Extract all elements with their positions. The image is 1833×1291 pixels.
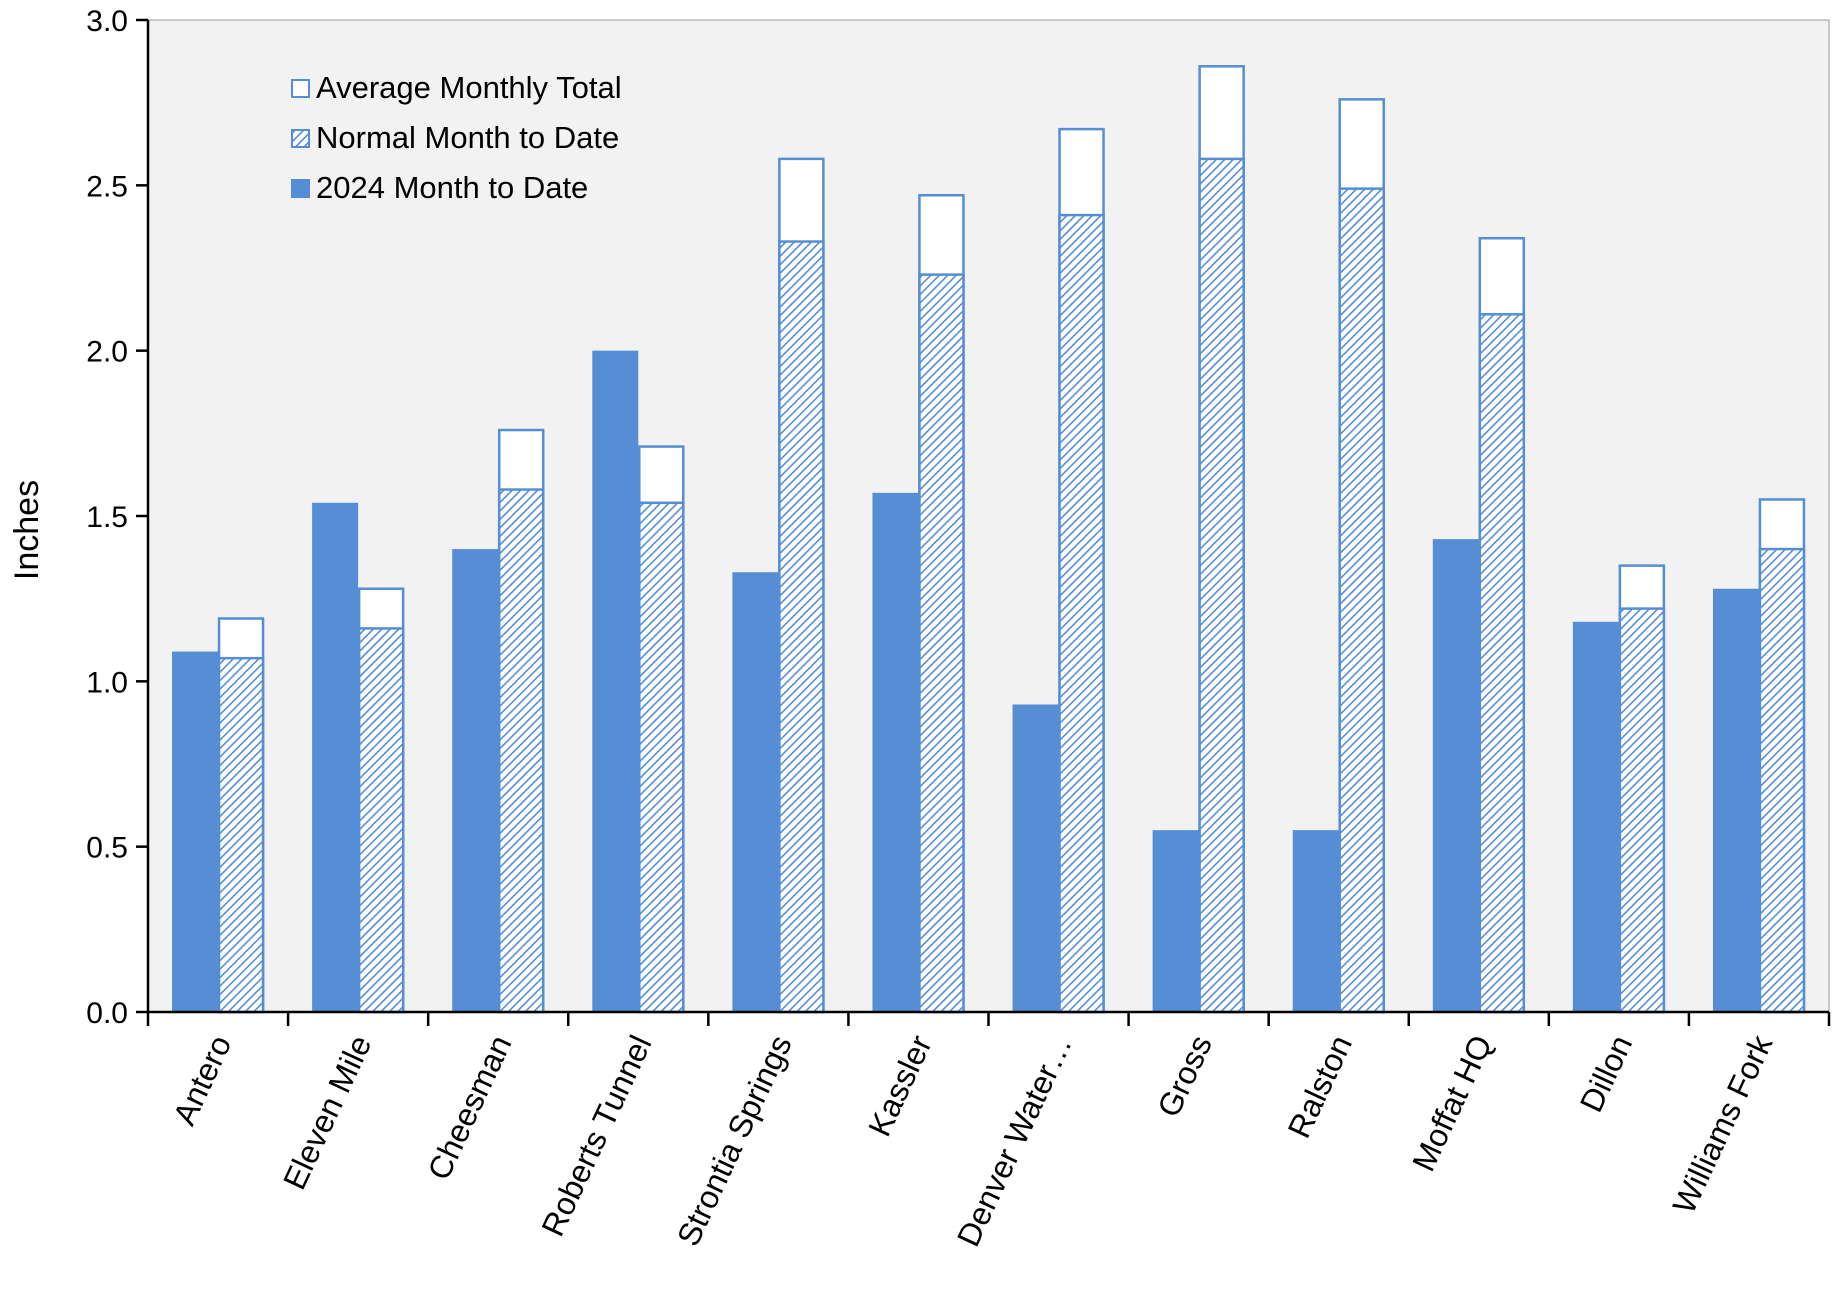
bar-2024-mtd-11 [1712,588,1759,1012]
bar-2024-mtd-1 [312,502,359,1012]
x-tick-label-0: Antero [166,1030,238,1131]
bar-normal-mtd-0 [217,656,265,1014]
plot-area [147,19,1830,1013]
bar-2024-mtd-5 [872,492,919,1012]
x-tick-label-4: Strontia Springs [670,1030,799,1252]
y-tick-label-5: 2.5 [86,170,128,203]
bar-2024-mtd-3 [592,350,639,1013]
legend: Average Monthly Total Normal Month to Dat… [291,70,622,205]
y-axis-label: Inches [8,480,46,580]
x-tick-label-5: Kassler [861,1029,939,1141]
bar-2024-mtd-8 [1292,830,1339,1012]
bar-normal-mtd-11 [1758,547,1806,1014]
x-tick-label-11: Williams Fork [1666,1029,1780,1219]
bar-normal-mtd-7 [1198,157,1245,1014]
y-tick-label-3: 1.5 [86,501,128,534]
x-tick-label-7: Gross [1150,1030,1219,1123]
bar-2024-mtd-4 [732,572,779,1012]
x-tick-label-2: Cheesman [421,1030,519,1185]
x-tick-label-10: Dillon [1573,1030,1639,1118]
y-tick-label-4: 2.0 [86,336,128,369]
x-tick-label-3: Roberts Tunnel [534,1030,658,1242]
bar-2024-mtd-7 [1152,830,1199,1012]
y-tick-label-0: 0.0 [86,997,128,1030]
x-tick-label-9: Moffat HQ [1405,1030,1499,1177]
bar-normal-mtd-2 [497,488,545,1014]
bar-2024-mtd-9 [1432,539,1479,1012]
bar-normal-mtd-1 [357,627,405,1014]
bar-2024-mtd-6 [1012,704,1059,1012]
x-tick-label-8: Ralston [1281,1030,1359,1144]
bars-group [172,65,1806,1014]
y-tick-label-1: 0.5 [86,832,128,865]
bar-normal-mtd-9 [1478,313,1526,1014]
legend-swatch-0 [291,79,310,98]
bar-normal-mtd-8 [1338,187,1385,1014]
bar-normal-mtd-10 [1618,607,1666,1014]
y-tick-label-2: 1.0 [86,666,128,699]
x-tick-label-6: Denver Water… [950,1030,1079,1252]
legend-label-2: 2024 Month to Date [316,170,588,205]
bar-normal-mtd-6 [1058,213,1105,1014]
legend-label-1: Normal Month to Date [316,120,619,155]
legend-swatch-1 [291,129,310,148]
bar-normal-mtd-3 [638,501,685,1014]
y-tick-label-6: 3.0 [86,5,128,38]
legend-swatch-2 [291,179,310,198]
bar-normal-mtd-5 [918,273,965,1014]
bar-2024-mtd-10 [1572,621,1619,1012]
legend-label-0: Average Monthly Total [316,70,622,105]
x-tick-label-1: Eleven Mile [276,1030,379,1195]
bar-normal-mtd-4 [778,240,825,1014]
bar-2024-mtd-0 [172,651,219,1012]
bar-2024-mtd-2 [452,549,499,1012]
